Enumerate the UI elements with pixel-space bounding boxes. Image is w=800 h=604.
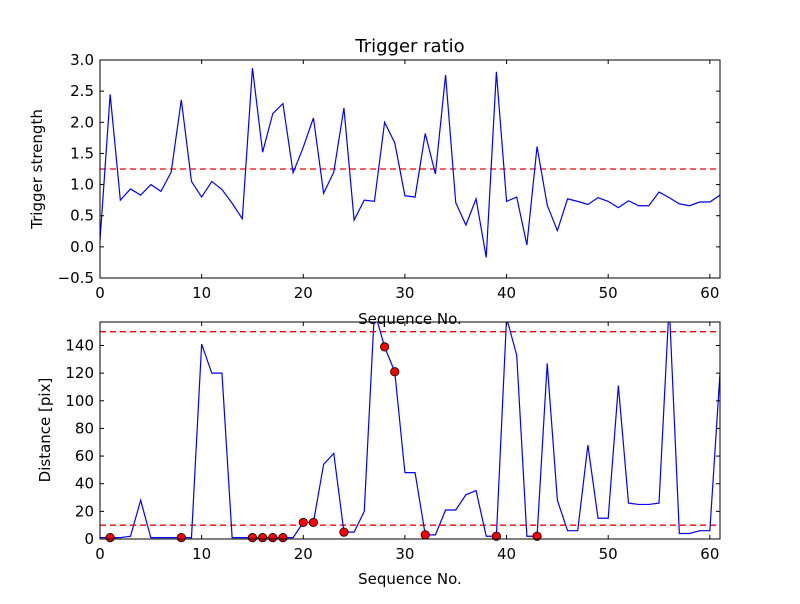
panel-2-x-axis-label: Sequence No. xyxy=(358,570,462,588)
y-tick-label: 0 xyxy=(84,530,94,548)
x-tick-label: 20 xyxy=(294,545,313,563)
marker-point xyxy=(258,533,268,543)
panel-1-series xyxy=(100,68,720,258)
x-tick-label: 50 xyxy=(599,284,618,302)
x-tick-label: 10 xyxy=(192,545,211,563)
x-tick-label: 0 xyxy=(95,284,105,302)
y-tick-label: 80 xyxy=(75,419,94,437)
x-tick-label: 0 xyxy=(95,545,105,563)
marker-point xyxy=(420,530,430,540)
y-tick-label: 100 xyxy=(65,392,94,410)
panel-1-x-axis-label: Sequence No. xyxy=(358,310,462,328)
marker-point xyxy=(105,533,115,543)
panel-1-ticks: 0 10 20 30 40 50 60 −0.5 0.0 0.5 1.0 1.5 2.0 2.5 3.0 xyxy=(58,51,720,302)
marker-point xyxy=(247,533,258,543)
x-tick-label: 30 xyxy=(395,545,414,563)
marker-point xyxy=(491,531,501,541)
x-tick-label: 60 xyxy=(700,545,719,563)
y-tick-label: 0.5 xyxy=(70,207,94,225)
panel-2-ticks: 0 10 20 30 40 50 60 0 20 40 60 80 100 120 140 xyxy=(65,322,720,563)
marker-point xyxy=(268,533,278,543)
y-tick-label: 120 xyxy=(65,364,94,382)
x-tick-label: 50 xyxy=(599,545,618,563)
marker-point xyxy=(532,531,542,541)
y-tick-label: 0.0 xyxy=(70,238,94,256)
x-tick-label: 30 xyxy=(395,284,414,302)
y-tick-label: 1.0 xyxy=(70,176,94,194)
y-tick-label: 1.5 xyxy=(70,144,94,162)
panel-1-axes-frame xyxy=(99,59,721,279)
y-tick-label: −0.5 xyxy=(58,269,94,287)
y-tick-label: 2.0 xyxy=(70,113,94,131)
x-tick-label: 40 xyxy=(497,545,516,563)
panel-2-axes-frame xyxy=(99,321,721,540)
chart-title: Trigger ratio xyxy=(354,36,464,57)
y-tick-label: 40 xyxy=(75,475,94,493)
panel-1: 0 10 20 30 40 50 60 −0.5 0.0 0.5 1.0 1.5 2.0 2.5 3.0 S… xyxy=(28,51,721,328)
series-line-0 xyxy=(100,68,720,258)
x-tick-label: 20 xyxy=(294,284,313,302)
y-tick-label: 60 xyxy=(75,447,94,465)
panel-2-markers xyxy=(105,342,542,543)
panel-2-y-axis-label: Distance [pix] xyxy=(36,378,54,483)
marker-point xyxy=(390,367,400,377)
series-line-0 xyxy=(100,322,720,539)
marker-point xyxy=(308,517,319,528)
panel-2-series xyxy=(100,322,720,539)
panel-2: 0 10 20 30 40 50 60 0 20 40 60 80 100 120 140 Sequence… xyxy=(36,321,721,588)
marker-point xyxy=(379,342,390,352)
y-tick-label: 140 xyxy=(65,336,94,354)
y-tick-label: 2.5 xyxy=(70,82,94,100)
panel-1-y-axis-label: Trigger strength xyxy=(28,109,46,230)
x-tick-label: 10 xyxy=(192,284,211,302)
marker-point xyxy=(278,533,288,543)
marker-point xyxy=(339,527,349,537)
x-tick-label: 60 xyxy=(700,284,719,302)
marker-point xyxy=(298,517,308,528)
y-tick-label: 20 xyxy=(75,502,94,520)
panel-2-threshold-lines xyxy=(100,331,720,526)
marker-point xyxy=(176,533,186,543)
x-tick-label: 40 xyxy=(497,284,516,302)
y-tick-label: 3.0 xyxy=(70,51,94,69)
